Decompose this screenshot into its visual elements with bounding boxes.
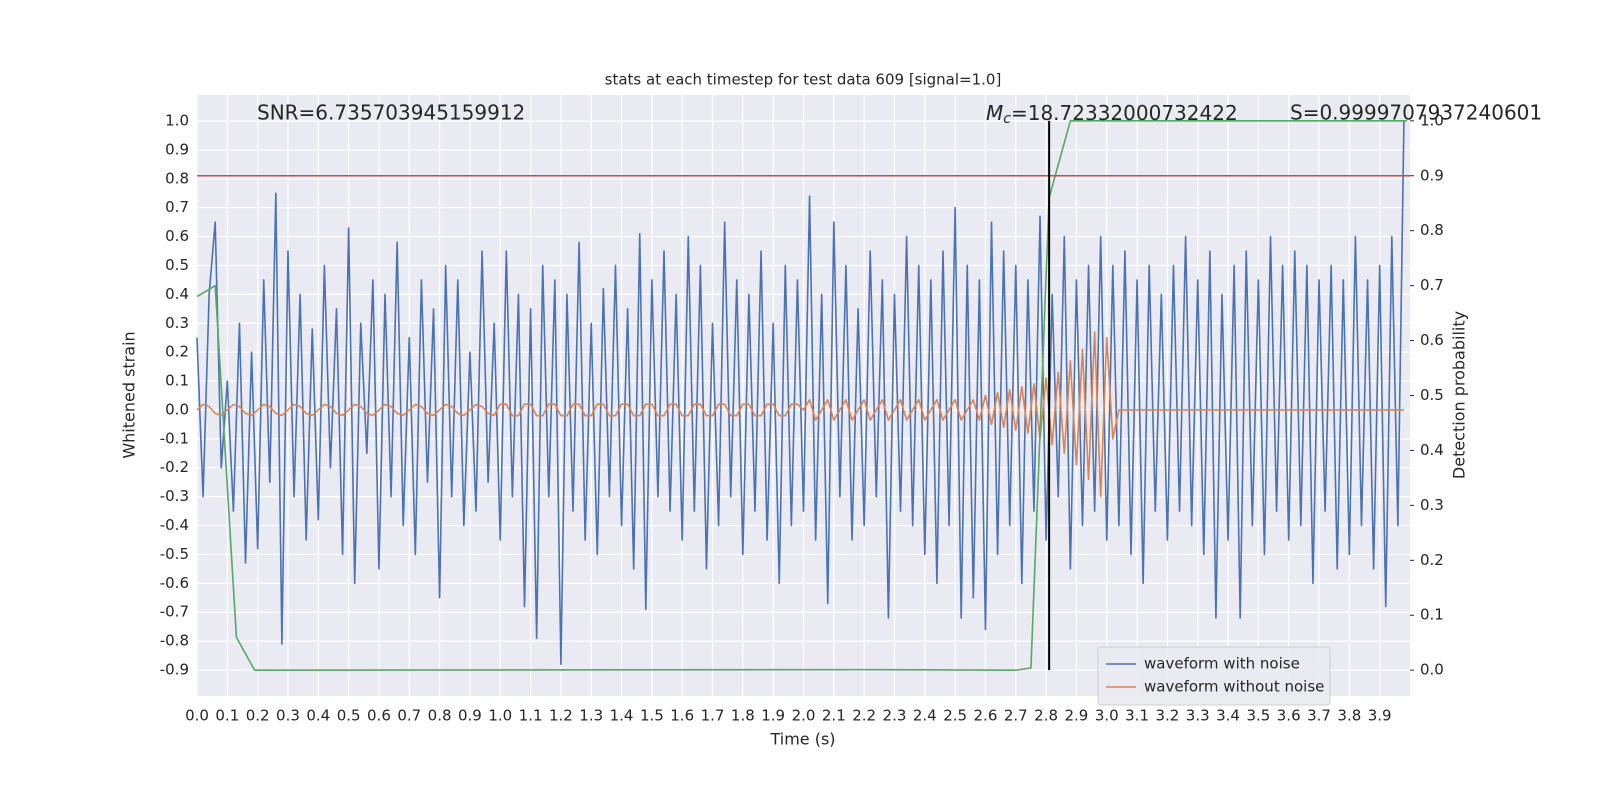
y-axis-label: Whitened strain (120, 331, 139, 458)
legend-label: waveform without noise (1144, 678, 1324, 696)
x-axis-label: Time (s) (769, 730, 835, 749)
y-tick-label: 0.9 (165, 140, 189, 158)
x-tick-label: 1.5 (640, 707, 664, 725)
x-tick-label: 2.7 (1004, 707, 1028, 725)
y2-tick-label: 0.4 (1420, 441, 1444, 459)
x-tick-label: 3.2 (1155, 707, 1179, 725)
y-tick-label: -0.8 (160, 632, 189, 650)
x-tick-label: 1.6 (670, 707, 694, 725)
x-tick-label: 1.9 (761, 707, 785, 725)
x-tick-label: 3.9 (1368, 707, 1392, 725)
y-tick-label: 0.8 (165, 169, 189, 187)
mc-value: =18.72332000732422 (1011, 101, 1238, 125)
y-tick-label: 0.4 (165, 285, 189, 303)
y-tick-label: 0.5 (165, 256, 189, 274)
x-tick-label: 0.8 (428, 707, 452, 725)
x-tick-label: 1.8 (731, 707, 755, 725)
legend-box (1097, 646, 1331, 706)
y2-tick-label: 0.9 (1420, 166, 1444, 184)
y-tick-label: -0.9 (160, 660, 189, 678)
y-tick-label: 0.2 (165, 343, 189, 361)
y2-tick-label: 0.1 (1420, 606, 1444, 624)
x-tick-label: 2.2 (852, 707, 876, 725)
series-line (196, 331, 1404, 498)
x-tick-label: 1.7 (701, 707, 725, 725)
y2-axis-label: Detection probability (1450, 311, 1469, 479)
x-tick-label: 1.4 (610, 707, 634, 725)
y2-tick-label: 0.0 (1420, 661, 1444, 679)
y-tick-label: -0.2 (160, 458, 189, 476)
x-tick-label: 0.1 (215, 707, 239, 725)
y2-tick-label: 0.5 (1420, 386, 1444, 404)
legend: waveform with noise waveform without nois… (1097, 646, 1331, 706)
x-tick-label: 0.6 (367, 707, 391, 725)
y-tick-label: -0.4 (160, 516, 189, 534)
y2-tick-label: 0.2 (1420, 551, 1444, 569)
mc-subscript: c (1003, 111, 1011, 127)
plot-layer: 0.0 0.1 0.2 0.3 0.4 0.5 0.6 0.7 0.8 0.9 1.0 1.1 1.2 1… (160, 95, 1444, 725)
series-line (196, 120, 1405, 666)
y-tick-label: 0.6 (165, 227, 189, 245)
x-tick-label: 0.5 (337, 707, 361, 725)
y-tick-label: 0.3 (165, 314, 189, 332)
x-tick-label: 3.1 (1125, 707, 1149, 725)
x-tick-label: 2.0 (792, 707, 816, 725)
x-tick-label: 2.3 (883, 707, 907, 725)
y-tick-label: -0.3 (160, 487, 189, 505)
chart-title: stats at each timestep for test data 609… (605, 71, 1002, 89)
x-tick-label: 1.3 (579, 707, 603, 725)
x-tick-label: 1.2 (549, 707, 573, 725)
x-tick-label: 0.2 (246, 707, 270, 725)
x-tick-label: 1.0 (488, 707, 512, 725)
x-tick-label: 0.9 (458, 707, 482, 725)
x-tick-label: 2.8 (1034, 707, 1058, 725)
x-tick-label: 0.0 (185, 707, 209, 725)
snr-annotation: SNR=6.735703945159912 (257, 101, 525, 125)
x-tick-label: 2.6 (974, 707, 998, 725)
mc-annotation: Mc=18.72332000732422 (986, 101, 1238, 128)
y-tick-label: 1.0 (165, 112, 189, 130)
mc-symbol: M (986, 101, 1003, 125)
x-tick-label: 0.4 (306, 707, 330, 725)
legend-label: waveform with noise (1144, 655, 1300, 673)
x-tick-label: 2.9 (1064, 707, 1088, 725)
y2-tick-label: 0.7 (1420, 276, 1444, 294)
x-tick-label: 3.5 (1246, 707, 1270, 725)
s-annotation: S=0.9999707937240601 (1290, 101, 1542, 125)
x-tick-label: 3.4 (1216, 707, 1240, 725)
x-tick-label: 3.6 (1277, 707, 1301, 725)
y2-tick-label: 0.3 (1420, 496, 1444, 514)
y-tick-label: 0.0 (165, 400, 189, 418)
y2-tick-label: 1.0 (1420, 111, 1444, 129)
x-tick-label: 3.3 (1186, 707, 1210, 725)
y-tick-label: 0.1 (165, 372, 189, 390)
y-tick-label: -0.7 (160, 603, 189, 621)
y2-tick-label: 0.8 (1420, 221, 1444, 239)
x-tick-label: 0.7 (397, 707, 421, 725)
x-tick-label: 1.1 (519, 707, 543, 725)
series-line (196, 120, 1407, 671)
y2-tick-label: 0.6 (1420, 331, 1444, 349)
y-tick-label: -0.5 (160, 545, 189, 563)
x-tick-label: 2.4 (913, 707, 937, 725)
x-tick-label: 2.1 (822, 707, 846, 725)
y-tick-label: -0.1 (160, 429, 189, 447)
y-tick-label: 0.7 (165, 198, 189, 216)
x-tick-label: 0.3 (276, 707, 300, 725)
x-tick-label: 3.0 (1095, 707, 1119, 725)
x-tick-label: 3.8 (1337, 707, 1361, 725)
y-tick-label: -0.6 (160, 574, 189, 592)
x-tick-label: 2.5 (943, 707, 967, 725)
x-tick-label: 3.7 (1307, 707, 1331, 725)
